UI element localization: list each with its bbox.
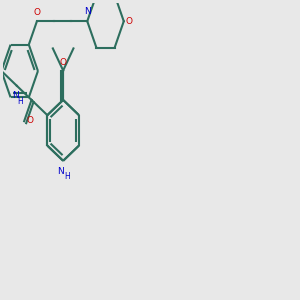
Text: O: O [27,116,34,125]
Text: N: N [57,167,64,176]
Text: O: O [60,58,67,67]
Text: N: N [84,7,91,16]
Text: H: H [64,172,70,181]
Text: O: O [126,17,133,26]
Text: H: H [17,97,23,106]
Text: N: N [12,91,19,100]
Text: O: O [33,8,40,17]
